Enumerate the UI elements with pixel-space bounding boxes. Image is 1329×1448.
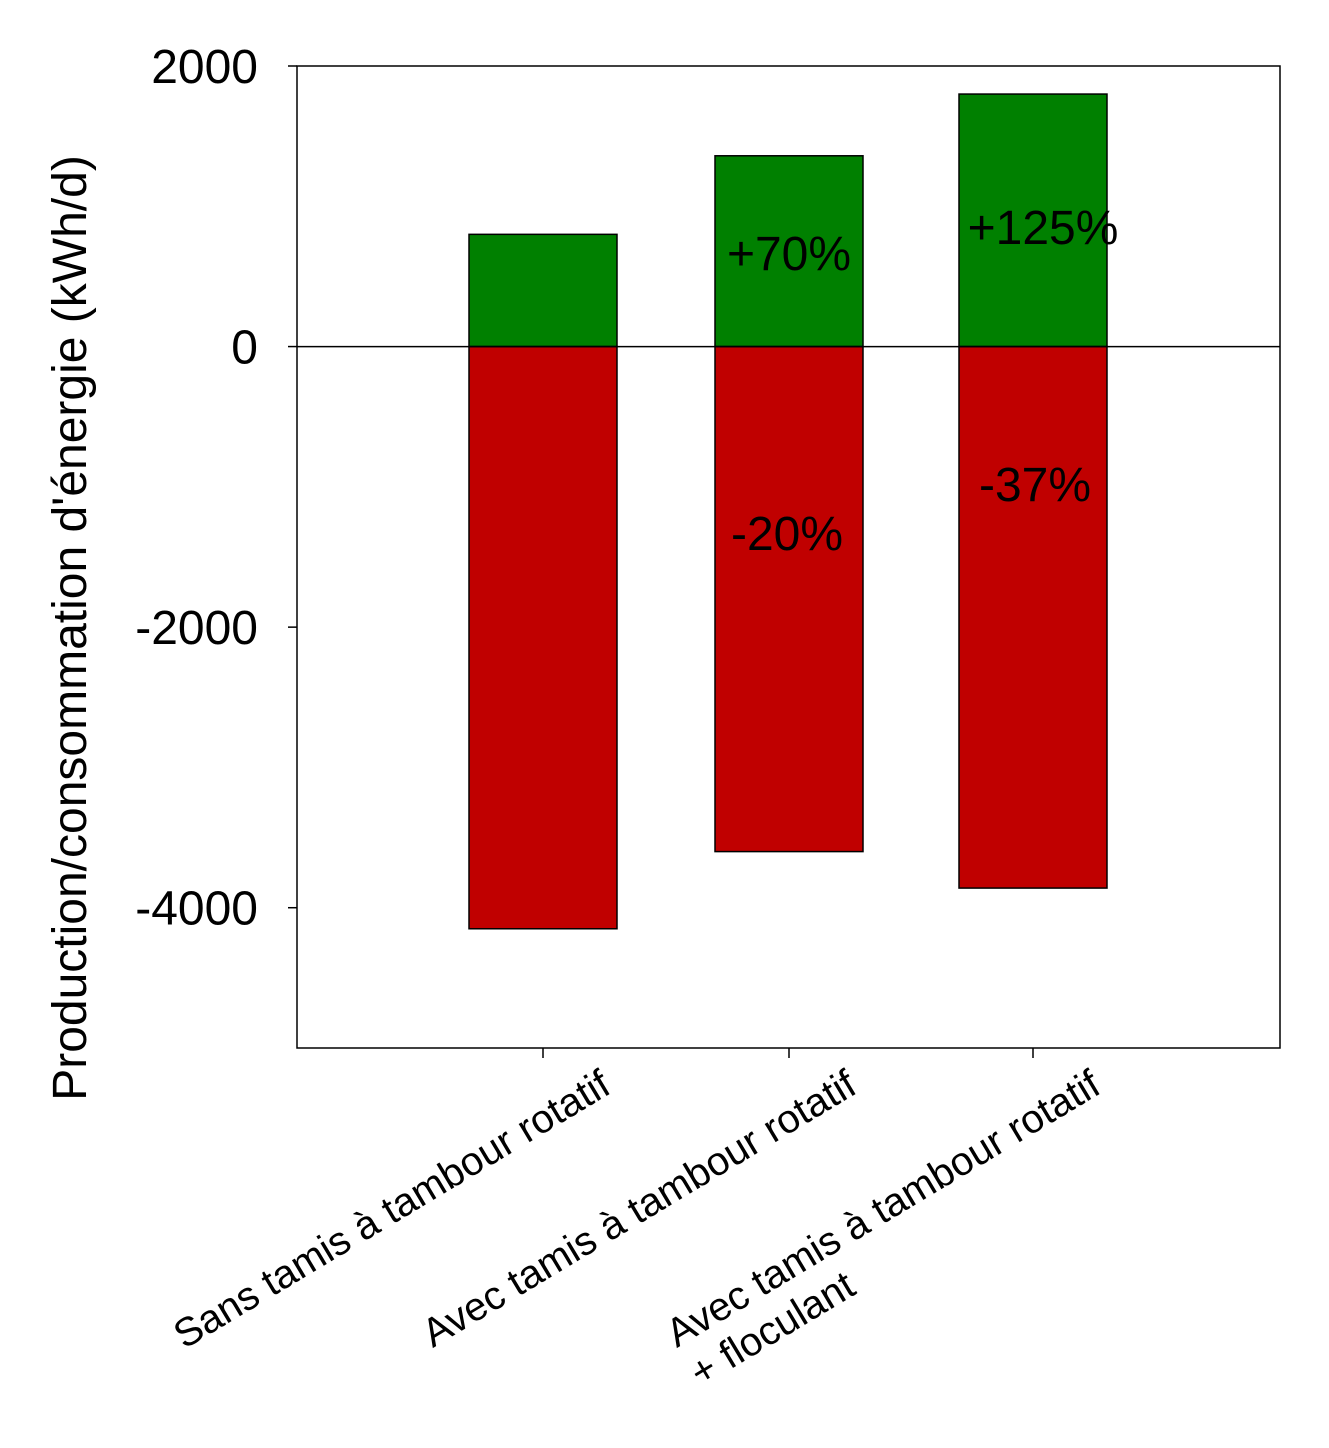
annotation: +70% — [727, 228, 851, 281]
bar — [468, 233, 618, 348]
y-axis-label: Production/consommation d'énergie (kWh/d… — [44, 155, 97, 1101]
y-tick-label: 0 — [231, 322, 258, 375]
x-tick-label: Sans tamis à tambour rotatif — [166, 1062, 618, 1358]
bar — [958, 345, 1108, 889]
y-tick-label: 2000 — [151, 41, 258, 94]
y-tick-label: -4000 — [135, 883, 258, 936]
annotation: +125% — [968, 202, 1119, 255]
x-tick-label: Avec tamis à tambour rotatif+ floculant — [659, 1062, 1132, 1396]
bar — [958, 93, 1108, 348]
x-tick-label-line: Avec tamis à tambour rotatif — [659, 1062, 1109, 1356]
bar — [468, 345, 618, 930]
bar — [714, 155, 864, 348]
x-tick-label-line: Sans tamis à tambour rotatif — [166, 1062, 618, 1358]
annotation: -37% — [979, 459, 1091, 512]
y-tick-label: -2000 — [135, 602, 258, 655]
annotation: -20% — [731, 508, 843, 561]
bar — [714, 345, 864, 853]
